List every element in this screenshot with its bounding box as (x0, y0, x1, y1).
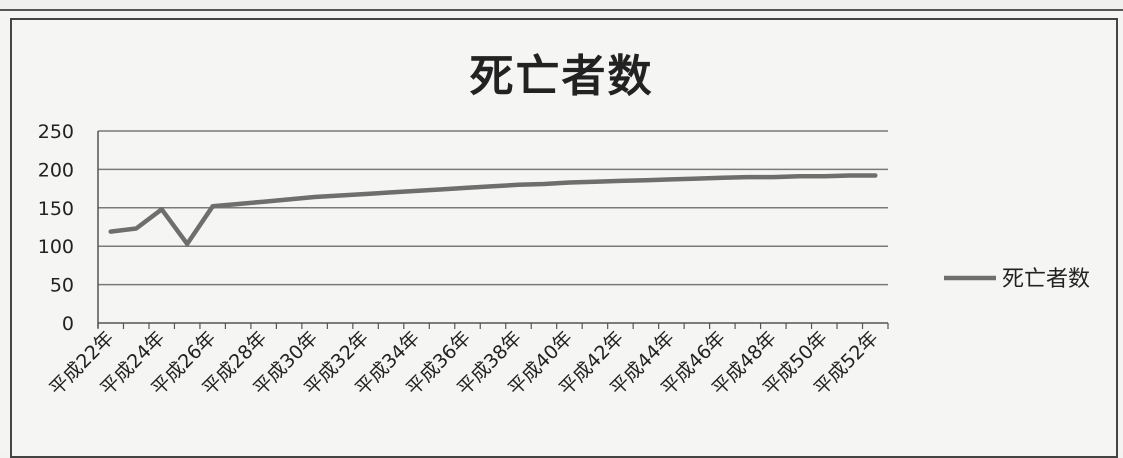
y-tick-label: 200 (38, 159, 74, 181)
y-tick-label: 100 (38, 236, 74, 258)
y-tick-label: 250 (38, 121, 74, 143)
y-tick-label: 50 (50, 275, 74, 297)
legend: 死亡者数 (944, 267, 1090, 292)
axes (98, 131, 888, 329)
y-tick-label: 150 (38, 198, 74, 220)
y-axis-ticks: 0 50 100 150 200 250 (38, 121, 74, 335)
series-group (111, 176, 876, 244)
x-axis-ticks: 平成22年平成24年平成26年平成28年平成30年平成32年平成34年平成36年… (45, 327, 882, 400)
legend-label: 死亡者数 (1002, 267, 1090, 292)
series-line (111, 176, 876, 244)
y-tick-label: 0 (62, 313, 74, 335)
